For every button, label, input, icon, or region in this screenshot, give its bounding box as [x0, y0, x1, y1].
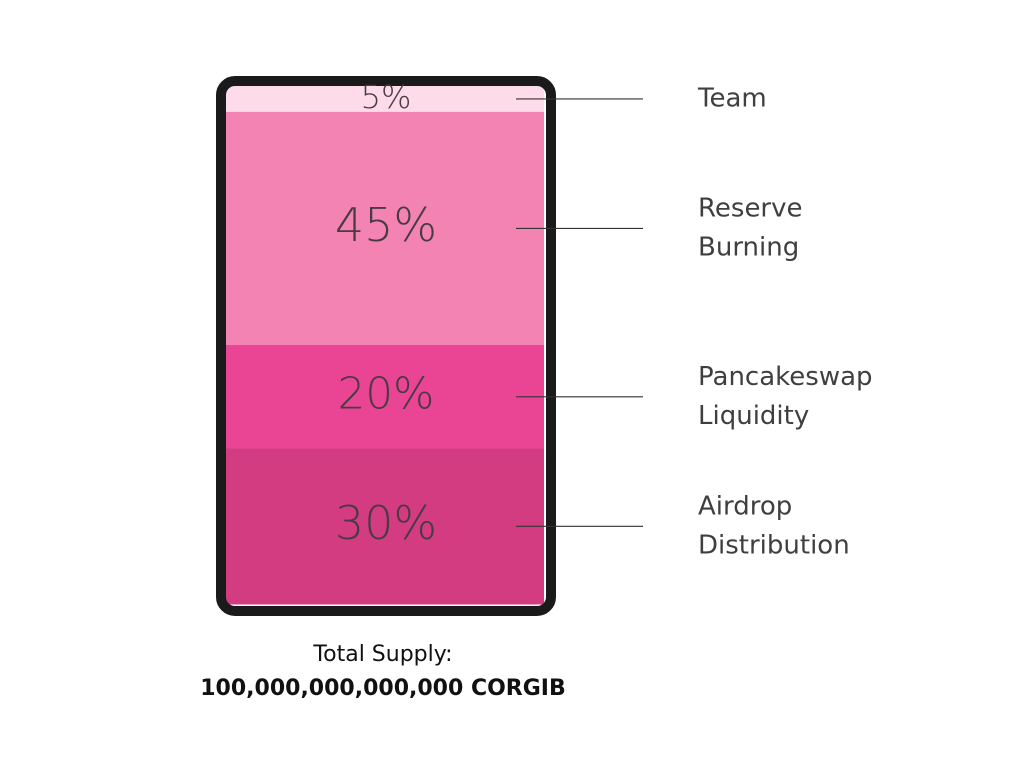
- legend-label-reserve-burning: Reserve Burning: [698, 193, 803, 262]
- chart-frame: [216, 76, 556, 616]
- value-label-pancakeswap-liquidity: 20%: [338, 369, 435, 419]
- segment-reserve-burning: [226, 111, 544, 346]
- percent-labels-group: 5% 45% 20% 30%: [335, 78, 437, 550]
- segments-group: [226, 86, 544, 605]
- total-supply-value: 100,000,000,000,000 CORGIB: [200, 676, 566, 701]
- legend-group: Team Reserve Burning Pancakeswap Liquidity Ai…: [516, 83, 873, 560]
- value-label-team: 5%: [361, 78, 412, 116]
- legend-label-airdrop-distribution: Airdrop Distribution: [698, 491, 850, 560]
- legend-label-pancakeswap-liquidity: Pancakeswap Liquidity: [698, 362, 873, 431]
- legend-label-team: Team: [697, 83, 767, 113]
- value-label-airdrop-distribution: 30%: [335, 496, 437, 550]
- segment-team: [226, 86, 544, 113]
- segment-pancakeswap-liquidity: [226, 345, 544, 450]
- segment-airdrop-distribution: [226, 448, 544, 605]
- total-supply-label: Total Supply:: [313, 642, 453, 667]
- value-label-reserve-burning: 45%: [335, 198, 437, 252]
